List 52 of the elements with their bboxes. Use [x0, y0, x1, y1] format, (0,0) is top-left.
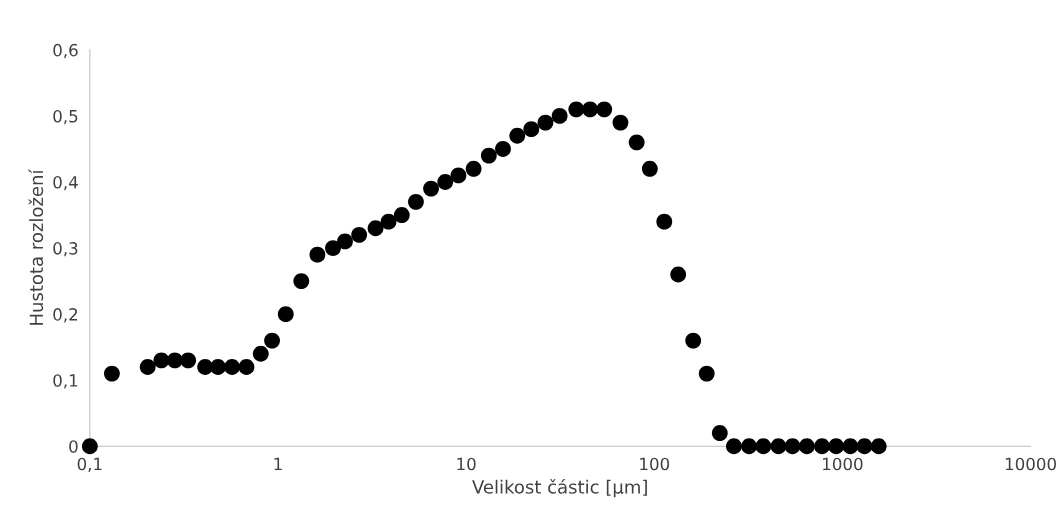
- point: [698, 365, 715, 382]
- y-tick-label: 0: [69, 440, 78, 453]
- x-axis-title: Velikost částic [μm]: [472, 479, 647, 498]
- y-tick-label: 0,5: [53, 109, 78, 125]
- y-tick-label: 0,6: [53, 43, 78, 59]
- point: [537, 114, 554, 131]
- point: [670, 266, 687, 283]
- y-tick-label: 0,4: [53, 175, 78, 191]
- point: [351, 226, 368, 243]
- x-tick-label: 10: [457, 457, 476, 471]
- point: [711, 425, 728, 441]
- point: [437, 174, 454, 190]
- x-tick-label: 1: [274, 457, 282, 471]
- point: [612, 114, 629, 131]
- point: [814, 438, 830, 455]
- point: [277, 306, 294, 323]
- point: [380, 213, 397, 230]
- point: [842, 438, 859, 455]
- point: [770, 438, 787, 455]
- point: [726, 438, 742, 455]
- point: [293, 273, 310, 290]
- point: [582, 101, 599, 118]
- y-axis-title: Hustota rozložení: [28, 169, 44, 325]
- point: [755, 438, 772, 455]
- point: [641, 160, 658, 177]
- x-tick-label: 100: [640, 457, 670, 471]
- point: [450, 167, 467, 184]
- point: [337, 233, 353, 250]
- point: [856, 438, 873, 455]
- point: [393, 207, 410, 223]
- x-tick-label: 0,1: [77, 457, 102, 472]
- point: [465, 160, 482, 177]
- point: [741, 438, 757, 455]
- point: [408, 193, 424, 210]
- y-tick-label: 0,3: [53, 242, 78, 257]
- point: [784, 438, 801, 455]
- point: [264, 332, 280, 349]
- point: [523, 121, 540, 138]
- point: [870, 438, 887, 455]
- y-tick-label: 0,1: [53, 374, 78, 389]
- x-tick-label: 1000: [823, 457, 863, 471]
- point: [798, 438, 815, 455]
- point: [596, 101, 613, 118]
- point: [480, 147, 497, 164]
- point: [828, 438, 845, 455]
- point: [568, 101, 585, 118]
- x-tick-label: 10000: [1005, 457, 1056, 471]
- y-tick-label: 0,2: [53, 308, 78, 323]
- point: [509, 127, 526, 144]
- point: [495, 141, 511, 157]
- point: [551, 108, 568, 124]
- point: [423, 180, 439, 197]
